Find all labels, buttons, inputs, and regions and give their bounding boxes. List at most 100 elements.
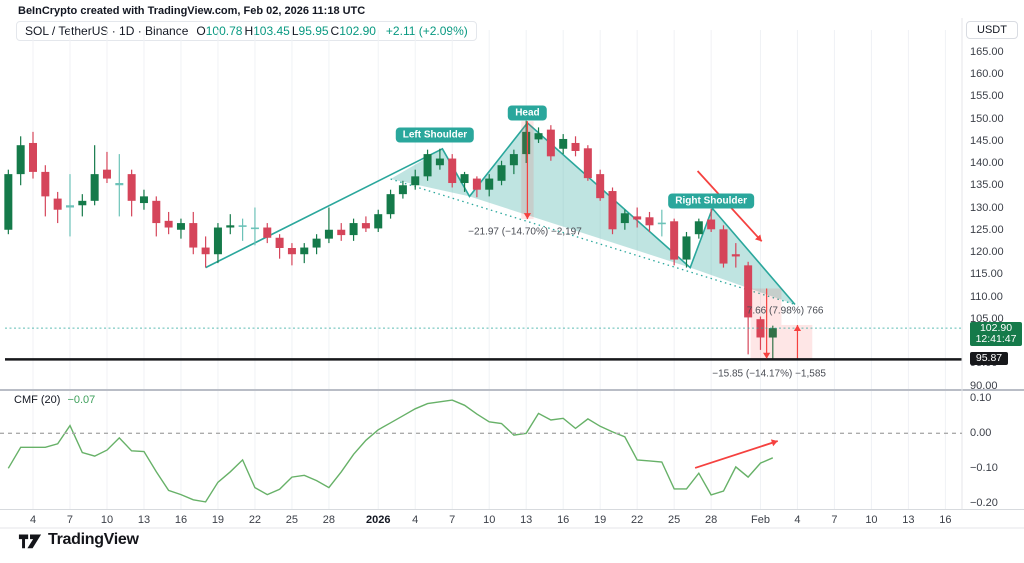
attribution-text: BeInCrypto created with TradingView.com,… bbox=[18, 5, 366, 17]
time-tick: 22 bbox=[631, 514, 644, 526]
time-tick: 22 bbox=[248, 514, 262, 526]
candle-body bbox=[374, 214, 383, 229]
candle-body bbox=[694, 221, 703, 235]
bar-countdown: 12:41:47 bbox=[975, 333, 1017, 346]
time-tick: 19 bbox=[211, 514, 225, 526]
candle-body bbox=[657, 222, 666, 225]
measurement-label: −15.85 (−14.17%) −1,585 bbox=[712, 368, 826, 380]
time-tick: 25 bbox=[285, 514, 299, 526]
price-tick: 120.00 bbox=[970, 246, 1004, 258]
candle-body bbox=[176, 223, 185, 230]
candle-body bbox=[189, 223, 198, 248]
price-tick: 90.00 bbox=[970, 379, 998, 392]
candle-body bbox=[731, 254, 740, 257]
candle-body bbox=[115, 183, 124, 186]
candle-body bbox=[226, 225, 235, 228]
candle-body bbox=[213, 227, 222, 255]
price-tick: 165.00 bbox=[970, 45, 1004, 58]
cmf-tick: −0.20 bbox=[970, 497, 998, 510]
candle-body bbox=[324, 229, 333, 239]
time-tick: 28 bbox=[322, 514, 336, 526]
pattern-fill bbox=[690, 208, 795, 305]
candle-body bbox=[361, 223, 370, 229]
candle-body bbox=[633, 216, 642, 220]
candle-body bbox=[485, 178, 494, 190]
time-tick: 25 bbox=[668, 514, 681, 526]
right-shoulder-label[interactable]: Right Shoulder bbox=[668, 193, 754, 209]
candle-body bbox=[448, 158, 457, 184]
candle-body bbox=[707, 219, 716, 230]
price-tick: 160.00 bbox=[970, 68, 1004, 80]
price-change: +2.11 (+2.09%) bbox=[385, 24, 468, 38]
candle-body bbox=[744, 265, 753, 318]
tradingview-logo-text: TradingView bbox=[48, 531, 139, 548]
candle-body bbox=[29, 142, 37, 172]
time-tick: 16 bbox=[174, 514, 188, 526]
price-tick: 105.00 bbox=[970, 312, 1004, 325]
candle-body bbox=[300, 247, 309, 255]
ohlc-item: C102.90 bbox=[330, 24, 376, 38]
candle-body bbox=[275, 237, 284, 248]
time-tick: 4 bbox=[412, 514, 419, 526]
candle-body bbox=[4, 174, 13, 230]
time-tick: 4 bbox=[29, 514, 37, 526]
price-tick: 155.00 bbox=[970, 90, 1004, 103]
time-tick: 13 bbox=[137, 514, 151, 526]
candle-body bbox=[497, 165, 506, 181]
price-tick: 130.00 bbox=[970, 201, 1004, 214]
candle-body bbox=[41, 171, 50, 197]
cmf-name: CMF (20) bbox=[14, 394, 61, 406]
candle-body bbox=[522, 131, 531, 155]
cmf-tick: 0.00 bbox=[970, 427, 992, 440]
time-tick: 13 bbox=[520, 514, 533, 526]
cmf-indicator-legend[interactable]: CMF (20) −0.07 bbox=[14, 394, 95, 406]
time-tick: 10 bbox=[865, 514, 878, 526]
candle-body bbox=[719, 229, 728, 264]
candle-body bbox=[756, 319, 765, 338]
candle-body bbox=[263, 227, 272, 238]
candle-body bbox=[534, 133, 543, 140]
ohlc-item: O100.78 bbox=[196, 24, 243, 38]
time-tick: 7 bbox=[831, 514, 838, 526]
tradingview-logo[interactable]: TradingView bbox=[18, 531, 139, 549]
arrowhead bbox=[523, 213, 532, 220]
candle-body bbox=[423, 154, 432, 177]
candle-body bbox=[90, 174, 99, 201]
price-tick: 110.00 bbox=[970, 290, 1003, 303]
time-tick: 16 bbox=[939, 514, 952, 526]
pattern-fill bbox=[469, 122, 691, 268]
candle-body bbox=[386, 194, 395, 215]
currency-toggle-button[interactable]: USDT bbox=[966, 21, 1018, 39]
time-tick: 13 bbox=[902, 514, 915, 526]
measurement-label: −21.97 (−14.70%) −2,197 bbox=[468, 226, 582, 238]
candle-body bbox=[127, 174, 136, 201]
symbol-legend[interactable]: SOL / TetherUS · 1D · Binance O100.78 H10… bbox=[16, 21, 477, 41]
candle-body bbox=[152, 200, 161, 224]
time-tick: 16 bbox=[557, 514, 570, 526]
head-label[interactable]: Head bbox=[508, 105, 547, 121]
candle-body bbox=[546, 129, 555, 157]
candle-body bbox=[337, 229, 346, 236]
candle-body bbox=[571, 142, 580, 151]
price-tick: 125.00 bbox=[970, 223, 1004, 236]
candle-body bbox=[435, 158, 444, 166]
time-tick: 4 bbox=[794, 514, 801, 526]
price-tick: 135.00 bbox=[970, 179, 1004, 192]
candle-body bbox=[78, 200, 87, 206]
price-tick: 115.00 bbox=[970, 268, 1003, 281]
candle-body bbox=[102, 169, 111, 179]
candle-body bbox=[460, 174, 469, 184]
candle-body bbox=[312, 238, 321, 248]
price-tick: 150.00 bbox=[970, 112, 1004, 125]
time-tick: 7 bbox=[449, 514, 456, 526]
candle-body bbox=[608, 191, 617, 230]
ohlc-item: H103.45 bbox=[244, 24, 290, 38]
candle-body bbox=[65, 205, 74, 208]
left-shoulder-label[interactable]: Left Shoulder bbox=[395, 127, 475, 143]
price-tick: 145.00 bbox=[970, 134, 1004, 147]
measure-band bbox=[750, 288, 782, 359]
cmf-tick: −0.10 bbox=[970, 462, 998, 475]
tradingview-logo-icon bbox=[18, 534, 42, 549]
